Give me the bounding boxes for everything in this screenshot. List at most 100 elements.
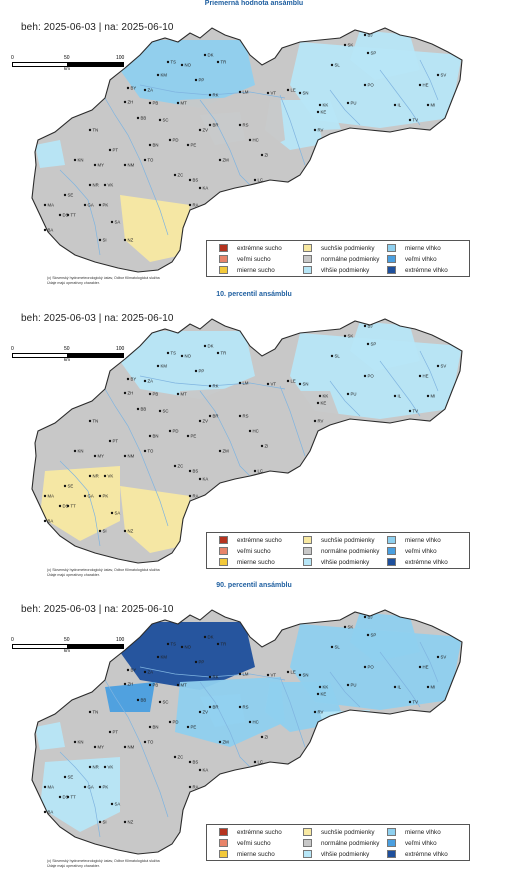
city-marker	[188, 469, 192, 473]
river	[279, 94, 306, 166]
city-label: IL	[398, 394, 402, 399]
legend-swatch	[219, 839, 228, 847]
map-panel-p10: 10. percentil ansámblu KM TS NO TR DK PP SL SK S…	[0, 291, 508, 582]
city-label: PP	[199, 660, 205, 665]
city-label: PE	[191, 143, 197, 148]
city-label: ZM	[223, 740, 230, 745]
city-label: TR	[221, 642, 227, 647]
city-marker	[110, 220, 114, 224]
city-label: ZV	[203, 419, 209, 424]
city-label: ZA	[148, 670, 154, 675]
city-label: PB	[153, 392, 159, 397]
city-label: PD	[173, 429, 179, 434]
city-label: ZC	[178, 173, 184, 178]
city-marker	[186, 434, 190, 438]
city-marker	[148, 143, 152, 147]
city-label: TN	[93, 710, 99, 715]
river	[379, 360, 421, 417]
city-label: TS	[171, 351, 177, 356]
condition-area	[320, 128, 370, 152]
legend-item: normálne podmienky	[303, 547, 379, 555]
city-label: SN	[303, 673, 309, 678]
city-marker	[103, 183, 107, 187]
city-marker	[286, 88, 290, 92]
city-label: BA	[48, 519, 54, 524]
city-marker	[126, 377, 130, 381]
city-marker	[73, 740, 77, 744]
city-marker	[260, 735, 264, 739]
city-label: TV	[413, 409, 419, 414]
city-marker	[203, 344, 207, 348]
city-label: NZ	[128, 529, 134, 534]
city-label: RA	[193, 494, 199, 499]
city-marker	[98, 785, 102, 789]
city-marker	[58, 795, 62, 799]
city-label: ZV	[203, 710, 209, 715]
city-label: LM	[243, 90, 249, 95]
legend-label: vlhšie podmienky	[321, 266, 370, 274]
city-marker	[208, 675, 212, 679]
city-marker	[173, 464, 177, 468]
city-label: BB	[141, 698, 147, 703]
city-marker	[136, 116, 140, 120]
city-label: IL	[398, 685, 402, 690]
legend-swatch	[387, 547, 396, 555]
city-marker	[343, 625, 347, 629]
city-marker	[363, 83, 367, 87]
city-label: DS	[63, 213, 69, 218]
city-label: PO	[368, 665, 375, 670]
city-marker	[66, 213, 70, 217]
panel-title: 10. percentil ansámblu	[216, 291, 292, 298]
city-label: VK	[108, 474, 114, 479]
city-marker	[143, 158, 147, 162]
city-marker	[238, 705, 242, 709]
city-marker	[136, 698, 140, 702]
city-marker	[203, 635, 207, 639]
city-label: PE	[191, 725, 197, 730]
city-marker	[253, 178, 257, 182]
legend-swatch	[303, 828, 312, 836]
city-marker	[88, 710, 92, 714]
legend-item: mierne vlhko	[387, 244, 441, 252]
legend-swatch	[303, 244, 312, 252]
city-label: RS	[243, 123, 249, 128]
city-label: DS	[63, 504, 69, 509]
city-label: SA	[115, 511, 121, 516]
city-marker	[418, 83, 422, 87]
river	[199, 99, 251, 186]
city-marker	[363, 324, 367, 328]
city-label: VT	[271, 382, 277, 387]
city-marker	[436, 364, 440, 368]
city-marker	[408, 700, 412, 704]
city-label: ZI	[265, 444, 269, 449]
city-marker	[156, 655, 160, 659]
city-label: VK	[108, 765, 114, 770]
city-marker	[110, 802, 114, 806]
city-label: TO	[148, 158, 155, 163]
river	[104, 679, 169, 818]
city-marker	[298, 91, 302, 95]
legend-label: veľmi vlhko	[405, 547, 437, 555]
condition-area	[105, 100, 155, 130]
legend-label: extrémne vlhko	[405, 558, 448, 566]
city-label: DK	[208, 53, 214, 58]
legend-label: vlhšie podmienky	[321, 850, 370, 858]
condition-area	[40, 466, 120, 541]
legend-item: suchšie podmienky	[303, 828, 375, 836]
city-marker	[63, 775, 67, 779]
city-label: MA	[48, 785, 55, 790]
city-label: HC	[253, 720, 259, 725]
city-marker	[123, 163, 127, 167]
city-label: DK	[208, 344, 214, 349]
city-marker	[194, 78, 198, 82]
city-marker	[366, 633, 370, 637]
city-marker	[266, 91, 270, 95]
city-marker	[330, 354, 334, 358]
city-label: KK	[323, 394, 329, 399]
city-label: RS	[243, 705, 249, 710]
city-marker	[63, 484, 67, 488]
legend-swatch	[219, 828, 228, 836]
city-marker	[208, 123, 212, 127]
city-marker	[143, 670, 147, 674]
city-marker	[168, 720, 172, 724]
